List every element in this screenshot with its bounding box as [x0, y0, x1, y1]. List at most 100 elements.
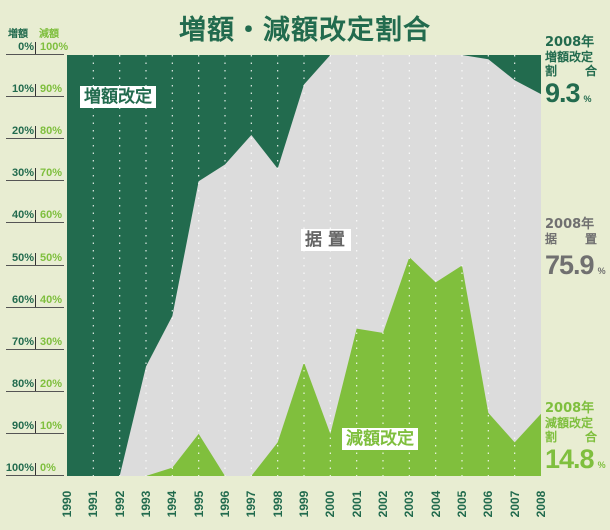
x-tick-text: 2000	[323, 490, 338, 518]
y-tick: 90% 10%	[6, 420, 64, 434]
y-tick-decrease: 90%	[40, 83, 63, 96]
x-tick-label: 2005	[449, 484, 475, 524]
y-tick-decrease: 20%	[40, 377, 63, 390]
x-tick-label: 2002	[370, 484, 396, 524]
x-tick-label: 1995	[186, 484, 212, 524]
y-tick-underline	[6, 54, 64, 55]
x-tick-text: 2007	[507, 490, 522, 518]
y-tick: 20% 80%	[6, 125, 64, 140]
y-tick-underline	[6, 96, 64, 98]
x-tick-label: 2003	[396, 484, 422, 524]
y-tick-underline	[6, 475, 64, 476]
y-tick-underline	[6, 390, 64, 392]
x-tick-label: 2007	[502, 484, 528, 524]
area-increase	[67, 55, 541, 476]
x-tick-text: 1991	[86, 490, 101, 518]
y-tick: 10% 90%	[6, 83, 64, 98]
y-tick-separator	[35, 252, 36, 266]
side-unit: %	[597, 460, 606, 470]
area-label-decrease: 減額改定	[342, 428, 418, 450]
y-tick-separator	[35, 84, 36, 98]
x-tick-text: 2005	[455, 490, 469, 518]
side-name-part: 割	[545, 430, 558, 444]
x-tick-label: 1996	[212, 484, 238, 524]
x-tick-label: 2004	[423, 484, 449, 524]
x-tick-label: 1990	[54, 484, 80, 524]
x-tick-label: 2006	[475, 484, 501, 524]
side-panel-decrease: 2008年 減額改定 割 合 14.8%	[545, 402, 609, 480]
x-tick-label: 1992	[107, 484, 133, 524]
y-tick-increase: 70%	[11, 335, 34, 348]
x-tick-label: 1999	[291, 484, 317, 524]
y-tick: 60% 40%	[6, 294, 64, 308]
y-tick-separator	[35, 42, 36, 55]
side-value: 9.3	[545, 78, 581, 108]
y-tick-increase: 90%	[11, 419, 34, 432]
side-name-part: 合	[584, 64, 597, 78]
x-tick-label: 2000	[317, 484, 343, 524]
y-axis-header-decrease: 減額	[39, 29, 59, 40]
side-name-part: 合	[584, 430, 597, 444]
area-label-increase: 増額改定	[80, 86, 156, 108]
y-tick: 80% 20%	[6, 378, 64, 392]
x-tick-text: 1996	[218, 490, 232, 518]
y-tick-decrease: 80%	[40, 125, 63, 138]
y-tick-increase: 0%	[18, 41, 34, 53]
side-name: 減額改定	[545, 416, 594, 430]
side-value: 75.9	[545, 250, 595, 280]
y-tick: 50% 50%	[6, 252, 64, 266]
y-tick-separator	[35, 463, 36, 476]
y-tick: 40% 60%	[6, 209, 64, 224]
x-tick-text: 1998	[270, 490, 285, 518]
y-tick-decrease: 30%	[40, 335, 63, 348]
y-tick-increase: 80%	[11, 377, 34, 390]
side-year: 2008年	[545, 217, 595, 232]
y-tick-increase: 10%	[11, 83, 34, 96]
y-tick-separator	[35, 420, 36, 434]
y-tick-separator	[35, 126, 36, 140]
x-tick-text: 1993	[139, 490, 153, 518]
y-tick-separator	[35, 378, 36, 392]
y-axis-header-increase: 増額	[8, 29, 28, 40]
x-tick-text: 1992	[112, 490, 127, 518]
side-panel-increase: 2008年 増額改定 割 合 9.3%	[545, 36, 609, 114]
area-decrease	[67, 257, 541, 476]
y-tick: 30% 70%	[6, 167, 64, 182]
x-tick-label: 2001	[344, 484, 370, 524]
side-name-part: 置	[584, 232, 597, 246]
y-tick-increase: 50%	[11, 251, 34, 264]
x-tick-text: 2002	[376, 490, 390, 518]
side-name: 増額改定	[545, 50, 594, 64]
side-value: 14.8	[545, 444, 595, 474]
y-tick-underline	[6, 348, 64, 350]
x-tick-text: 2006	[481, 490, 496, 518]
x-tick-text: 1990	[60, 490, 74, 518]
y-tick-underline	[6, 264, 64, 266]
x-tick-label: 1994	[159, 484, 185, 524]
y-tick-separator	[35, 294, 36, 308]
area-label-unchanged: 据置	[301, 229, 351, 251]
x-tick-label: 1998	[265, 484, 291, 524]
x-tick-label: 1991	[80, 484, 106, 524]
y-tick-decrease: 70%	[40, 167, 63, 180]
y-tick-underline	[6, 138, 64, 140]
x-tick-text: 2004	[428, 490, 443, 518]
y-tick-decrease: 100%	[40, 41, 69, 53]
y-tick-underline	[6, 432, 64, 434]
x-tick-text: 1997	[244, 490, 259, 518]
chart-title: 増額・減額改定割合	[179, 15, 431, 46]
y-tick: 70% 30%	[6, 336, 64, 350]
side-unit: %	[583, 94, 592, 104]
x-tick-text: 1995	[191, 490, 206, 518]
y-tick-decrease: 10%	[40, 419, 63, 432]
x-tick-text: 2003	[402, 490, 417, 518]
y-tick-underline	[6, 306, 64, 308]
side-name-part: 割	[545, 64, 558, 78]
y-tick-underline	[6, 222, 64, 224]
y-tick-increase: 100%	[5, 462, 34, 474]
y-tick-underline	[6, 180, 64, 182]
side-name-part: 据	[545, 232, 558, 246]
y-tick-increase: 20%	[11, 125, 34, 138]
y-tick: 100% 0%	[6, 462, 64, 476]
